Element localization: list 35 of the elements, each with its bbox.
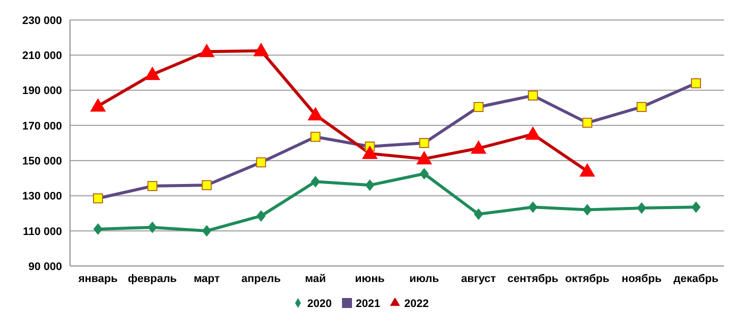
legend-label: 2020: [307, 298, 332, 310]
point: [692, 202, 700, 213]
point: [637, 202, 646, 214]
legend-label: 2021: [356, 298, 380, 310]
x-tick-label: сентябрь: [507, 272, 559, 285]
point: [148, 222, 157, 233]
x-tick-label: апрель: [241, 272, 281, 285]
x-tick-label: декабрь: [674, 272, 719, 285]
y-tick-label: 130 000: [22, 190, 62, 203]
y-tick-label: 150 000: [22, 155, 62, 168]
point: [256, 210, 266, 222]
y-tick-label: 110 000: [22, 226, 62, 238]
point: [202, 225, 212, 236]
point: [528, 202, 538, 213]
y-tick-label: 230 000: [22, 14, 62, 27]
x-tick-label: ноябрь: [622, 272, 662, 285]
y-tick-label: 170 000: [22, 120, 62, 132]
y-tick-label: 90 000: [28, 260, 62, 273]
y-tick-label: 190 000: [22, 85, 62, 98]
x-tick-label: июнь: [355, 272, 385, 285]
point: [94, 224, 102, 235]
y-tick-label: 210 000: [22, 50, 62, 62]
x-tick-label: август: [461, 272, 497, 285]
x-tick-label: февраль: [128, 272, 178, 285]
x-tick-label: май: [305, 272, 326, 285]
x-tick-label: январь: [78, 272, 118, 285]
point: [582, 204, 592, 216]
point: [365, 180, 374, 191]
legend-label: 2022: [404, 298, 429, 310]
point: [310, 176, 320, 188]
x-tick-label: март: [194, 272, 220, 285]
point: [420, 168, 429, 180]
point: [474, 208, 484, 220]
x-tick-label: июль: [409, 272, 440, 285]
x-tick-label: октябрь: [565, 272, 610, 285]
